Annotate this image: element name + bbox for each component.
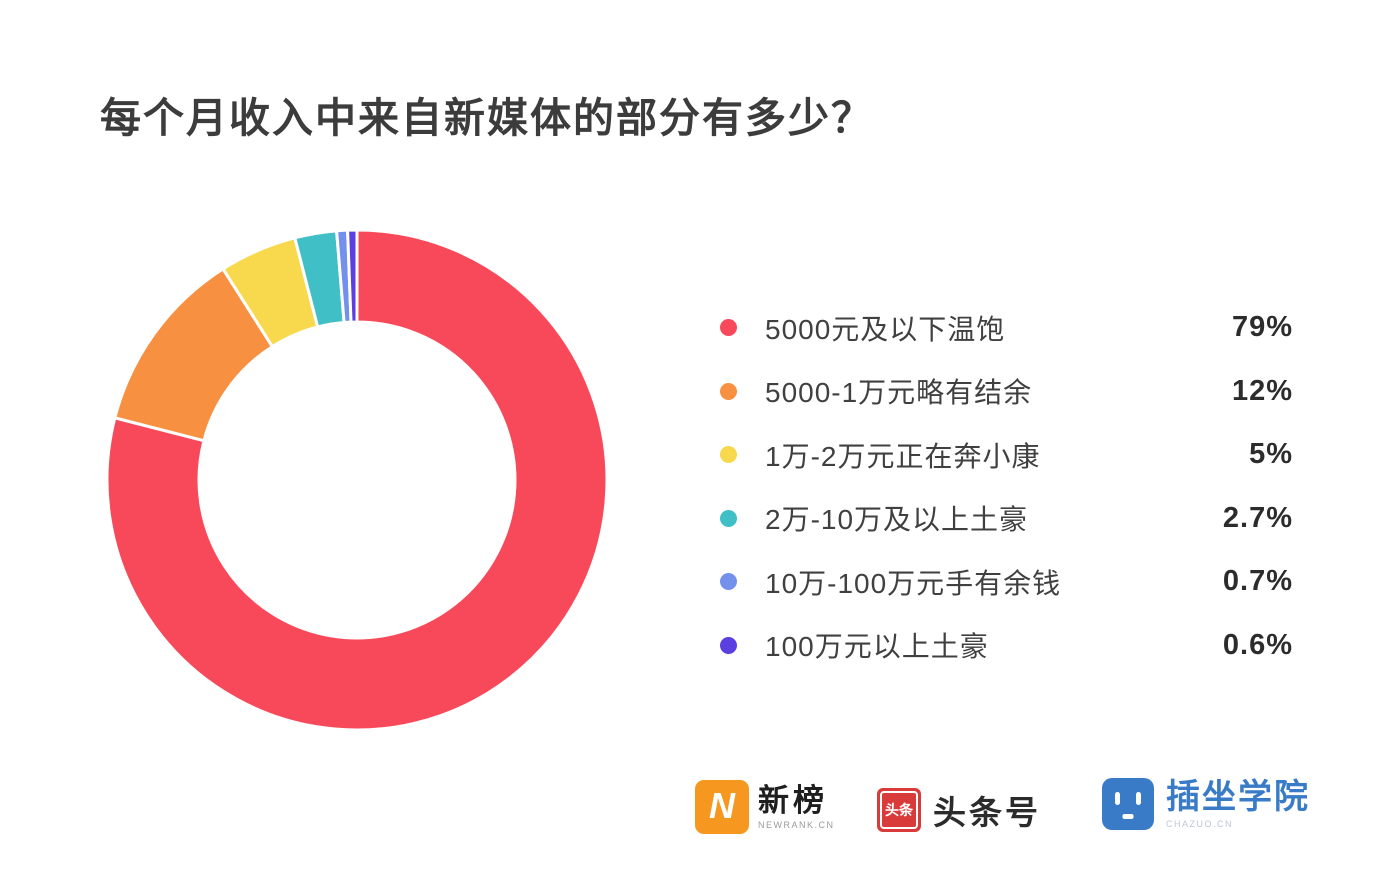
newrank-name: 新榜 xyxy=(758,782,828,818)
chazuo-wordmark: 插坐学院 CHAZUO.CN xyxy=(1166,778,1310,829)
toutiao-logo-frame: 头条 xyxy=(880,791,918,829)
legend-label: 5000-1万元略有结余 xyxy=(765,377,1033,409)
legend-dot xyxy=(720,573,737,591)
robot-eye-left xyxy=(1115,792,1120,805)
legend-value: 12% xyxy=(1231,374,1293,407)
legend-item: 2万-10万及以上土豪 2.7% xyxy=(712,487,1293,551)
donut-chart xyxy=(105,228,609,732)
robot-eye-right xyxy=(1136,792,1141,805)
legend-item: 100万元以上土豪 0.6% xyxy=(712,614,1293,678)
legend-item: 5000元及以下温饱 79% xyxy=(712,296,1293,360)
toutiao-logo-text: 头条 xyxy=(885,802,913,818)
footer-brand-bar: N 新榜 NEWRANK.CN 头条 头条号 插坐学院 C xyxy=(0,772,1399,852)
legend-dot xyxy=(720,319,737,337)
legend-item: 10万-100万元手有余钱 0.7% xyxy=(712,550,1293,614)
brand-chazuo: 插坐学院 CHAZUO.CN xyxy=(1102,778,1310,830)
donut-segment xyxy=(105,228,609,732)
legend-dot xyxy=(720,446,737,464)
chart-legend: 5000元及以下温饱 79% 5000-1万元略有结余 12% 1万-2万元正在… xyxy=(712,296,1293,677)
legend-item: 1万-2万元正在奔小康 5% xyxy=(712,423,1293,487)
brand-newrank: N 新榜 NEWRANK.CN xyxy=(695,780,835,834)
chazuo-robot-icon xyxy=(1102,778,1154,830)
legend-value: 0.6% xyxy=(1222,628,1293,661)
newrank-url: NEWRANK.CN xyxy=(758,820,835,831)
legend-value: 5% xyxy=(1249,438,1293,471)
toutiao-logo-icon: 头条 xyxy=(877,788,921,832)
page-title: 每个月收入中来自新媒体的部分有多少？ xyxy=(100,95,874,141)
legend-item: 5000-1万元略有结余 12% xyxy=(712,360,1293,424)
robot-mouth xyxy=(1122,814,1134,819)
newrank-logo-letter: N xyxy=(709,785,735,826)
legend-value: 2.7% xyxy=(1222,501,1293,534)
newrank-logo-icon: N xyxy=(695,780,749,834)
legend-dot xyxy=(720,636,737,654)
legend-label: 100万元以上土豪 xyxy=(765,631,989,663)
legend-value: 0.7% xyxy=(1222,565,1293,598)
newrank-wordmark: 新榜 NEWRANK.CN xyxy=(758,782,835,831)
toutiao-name: 头条号 xyxy=(933,794,1041,831)
legend-value: 79% xyxy=(1231,311,1293,344)
legend-label: 10万-100万元手有余钱 xyxy=(765,567,1062,599)
legend-dot xyxy=(720,509,737,527)
chazuo-name: 插坐学院 xyxy=(1166,778,1310,817)
chazuo-url: CHAZUO.CN xyxy=(1166,818,1233,829)
donut-segment xyxy=(346,228,359,324)
legend-label: 2万-10万及以上土豪 xyxy=(765,504,1029,536)
legend-label: 5000元及以下温饱 xyxy=(765,313,1006,345)
legend-label: 1万-2万元正在奔小康 xyxy=(765,440,1041,472)
brand-toutiao: 头条 头条号 xyxy=(877,786,1041,834)
legend-dot xyxy=(720,382,737,400)
